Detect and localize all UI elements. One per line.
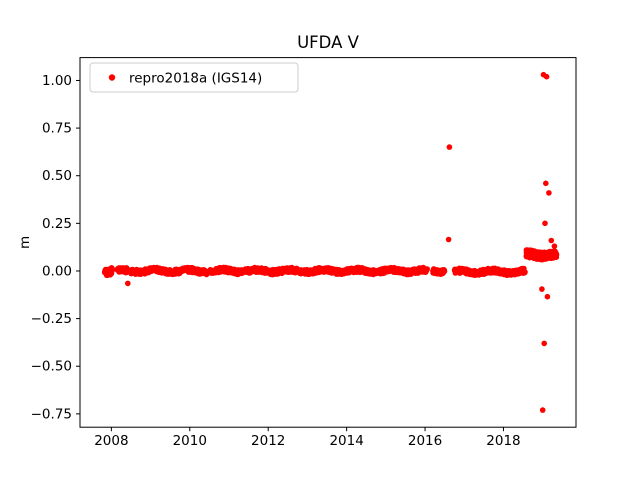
y-tick-label: −0.25 — [31, 311, 72, 327]
legend-label: repro2018a (IGS14) — [129, 71, 262, 87]
data-point — [445, 236, 452, 243]
data-point — [446, 144, 453, 150]
y-tick-label: 0.75 — [42, 121, 72, 137]
data-point — [539, 407, 546, 413]
data-point — [522, 269, 528, 275]
legend-box — [89, 62, 299, 93]
plot-area — [80, 57, 576, 428]
legend-marker-icon — [108, 74, 116, 81]
data-point — [441, 268, 448, 274]
x-tick-label: 2018 — [486, 433, 520, 449]
data-point — [546, 190, 552, 196]
data-point — [543, 180, 549, 187]
data-point — [548, 237, 555, 244]
data-point — [542, 220, 548, 227]
x-tick-label: 2010 — [173, 433, 207, 449]
x-tick-label: 2008 — [94, 433, 128, 449]
data-point — [109, 267, 115, 274]
y-tick-label: −0.50 — [31, 359, 72, 375]
axis-ticks: 2008 2010 2012 2014 2016 2018 −0.75 −0.50 −0.25 0… — [31, 73, 521, 449]
data-point — [125, 280, 131, 287]
axes-frame — [79, 57, 577, 428]
legend: repro2018a (IGS14) — [89, 62, 299, 93]
y-tick-label: 1.00 — [42, 73, 72, 89]
data-point — [543, 73, 550, 80]
data-point — [544, 293, 551, 300]
x-tick-label: 2012 — [251, 433, 285, 449]
x-tick-label: 2016 — [408, 433, 442, 449]
y-tick-label: −0.75 — [31, 406, 72, 422]
y-tick-label: 0.25 — [42, 216, 72, 232]
data-point — [539, 286, 545, 292]
data-points-layer — [101, 71, 560, 413]
y-axis-label: m — [17, 236, 33, 249]
x-tick-label: 2014 — [329, 433, 363, 449]
data-point — [553, 252, 560, 258]
data-point — [551, 243, 558, 249]
data-point — [424, 266, 431, 272]
y-tick-label: 0.50 — [42, 168, 72, 184]
chart-title: UFDA V — [297, 33, 360, 52]
y-tick-label: 0.00 — [42, 263, 72, 279]
data-point — [541, 340, 547, 347]
